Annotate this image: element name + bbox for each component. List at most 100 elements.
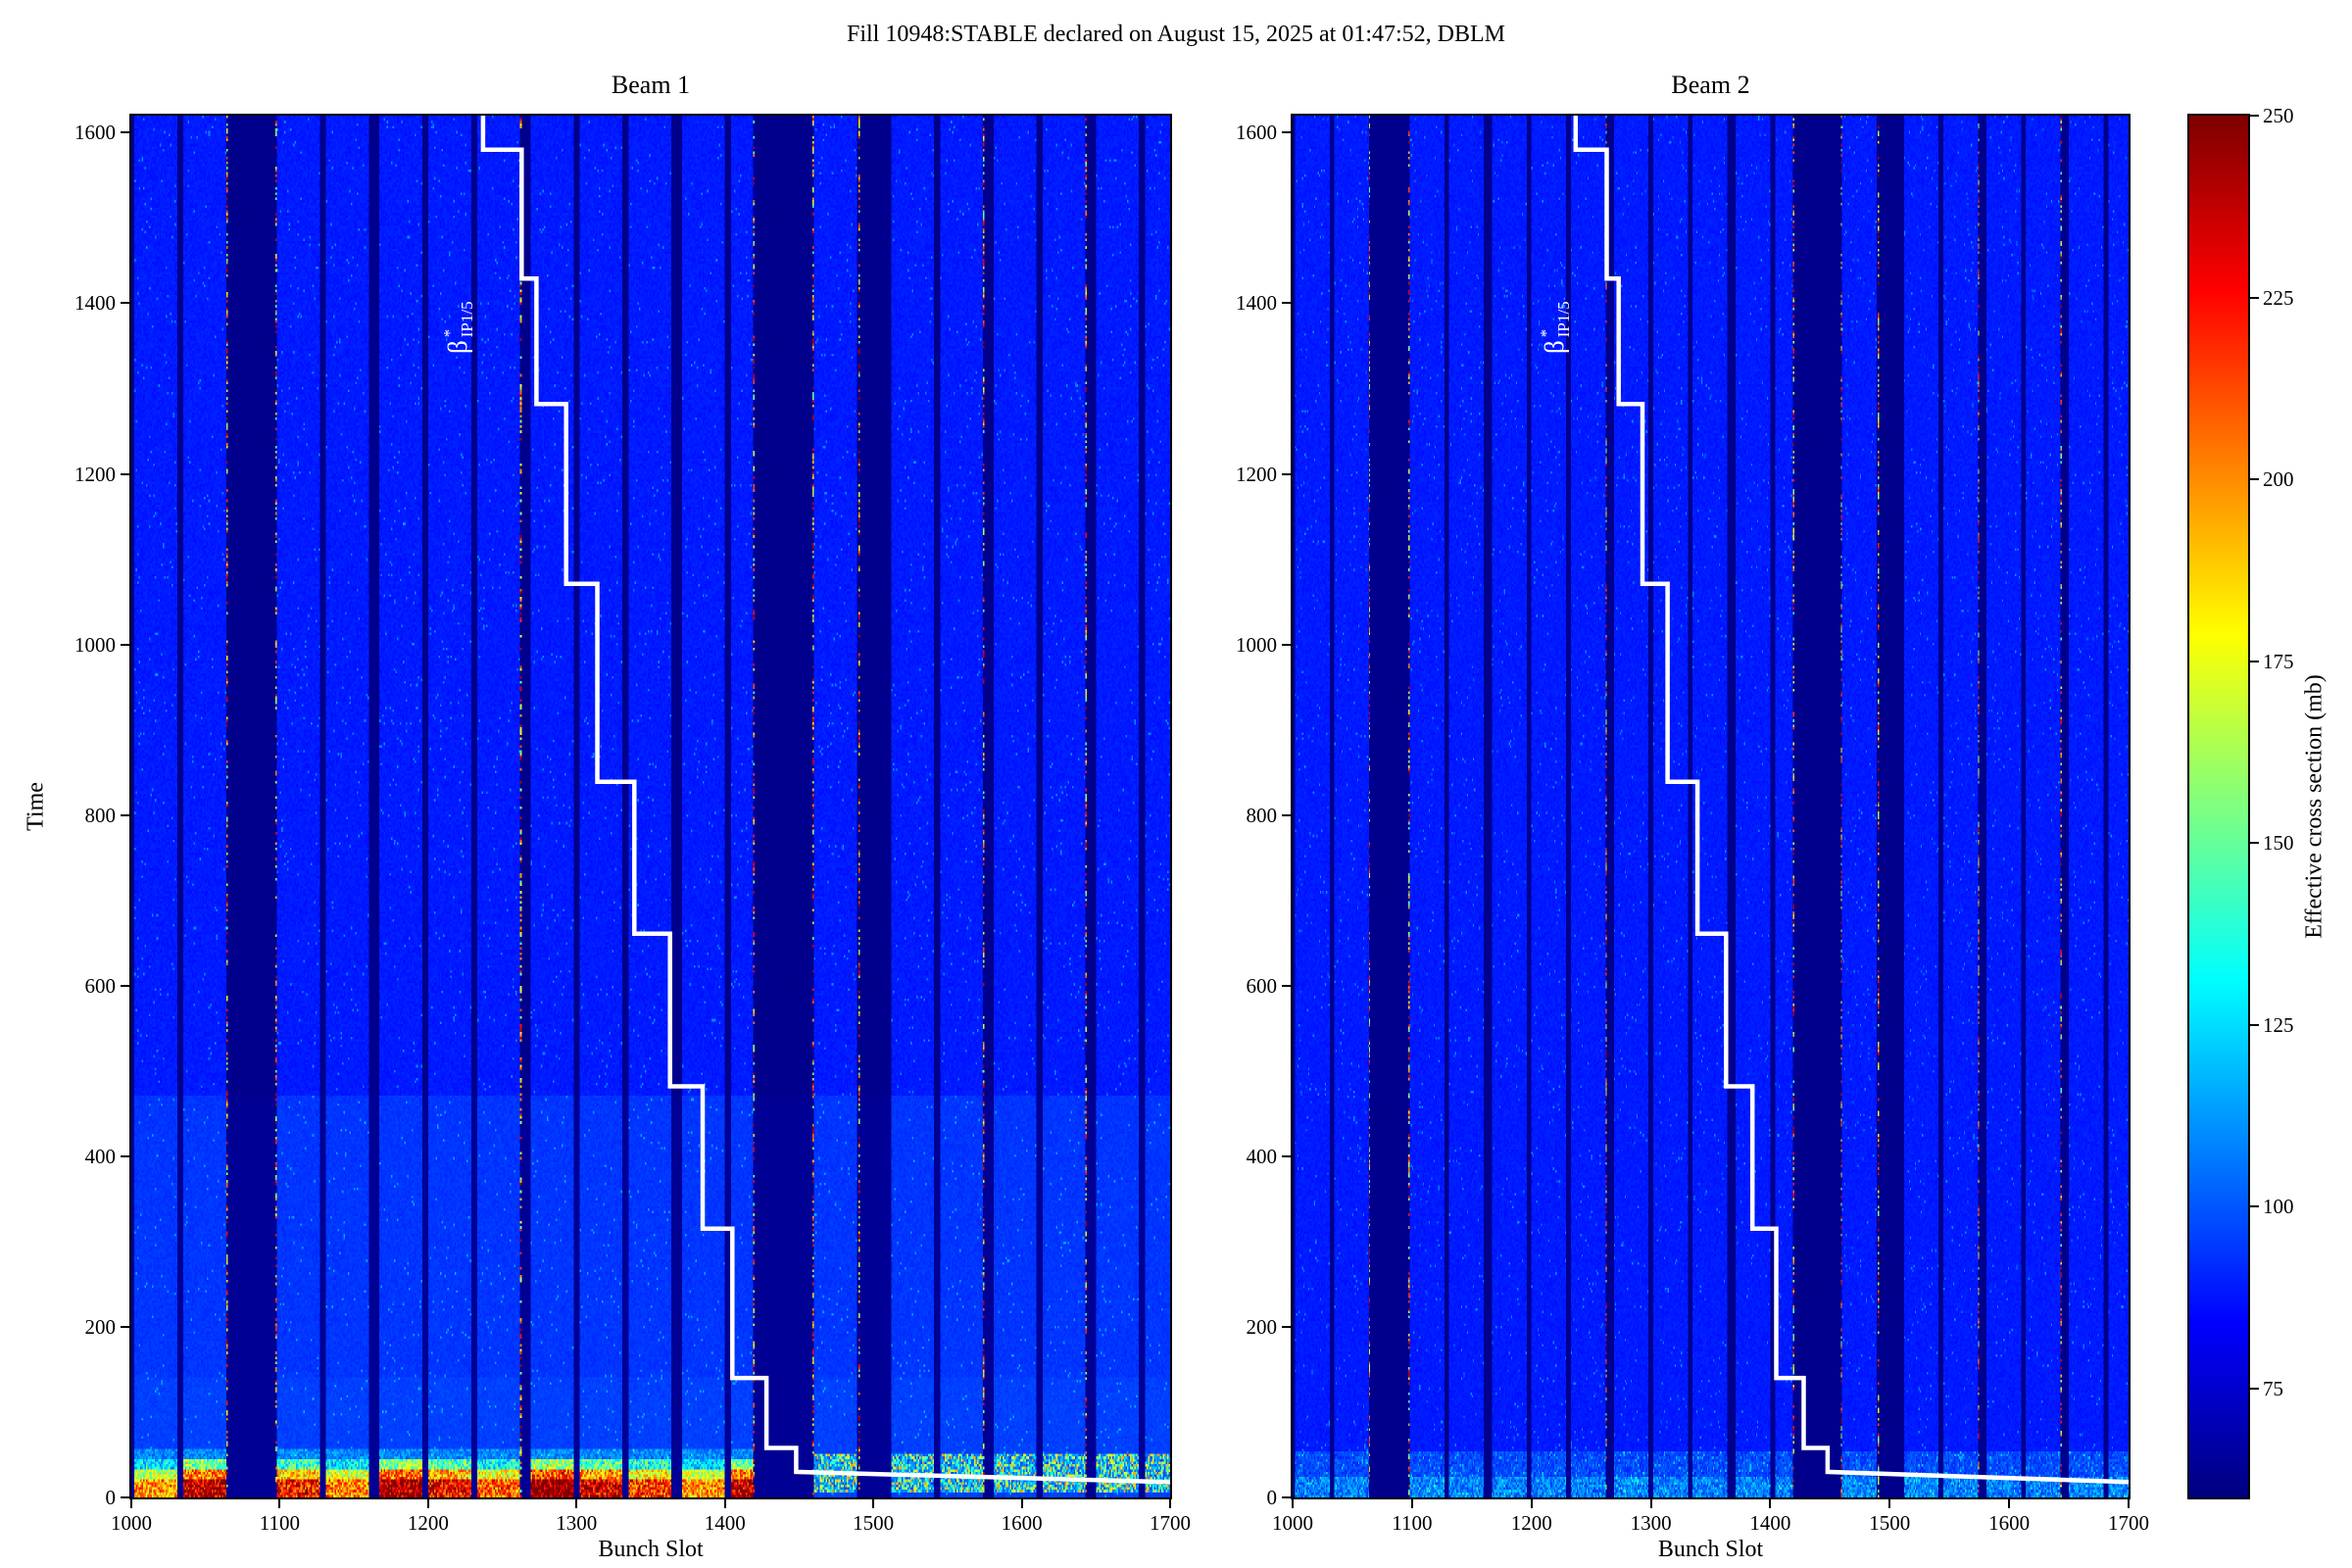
beam1-beta-star-label: β * IP1/5 [440,301,476,354]
y-tick-label: 1200 [74,462,116,486]
y-tick-mark [121,1325,129,1328]
y-tick-label: 200 [84,1314,117,1339]
y-tick-label: 1400 [1236,291,1277,316]
beta-supsub: * IP1/5 [440,301,476,338]
x-tick-mark [278,1499,281,1508]
x-tick-label: 1600 [1988,1511,2031,1535]
x-tick-mark [1649,1499,1652,1508]
colorbar-tick-mark [2250,660,2259,662]
colorbar-tick-mark [2250,296,2259,299]
colorbar-label: Effective cross section (mb) [2301,674,2328,939]
colorbar-tick-label: 100 [2263,1195,2294,1219]
y-tick-mark [1282,472,1291,475]
y-tick-label: 0 [1266,1486,1278,1509]
y-tick-mark [121,302,129,305]
colorbar-tick-mark [2250,115,2259,117]
colorbar-tick-mark [2250,842,2259,845]
y-tick-label: 600 [84,973,117,998]
y-tick-mark [1282,1496,1291,1498]
beam1-x-axis-label: Bunch Slot [598,1537,704,1562]
y-tick-label: 1000 [74,632,116,657]
colorbar-tick-label: 200 [2263,467,2294,492]
y-tick-label: 1400 [74,291,116,316]
figure-title: Fill 10948:STABLE declared on August 15,… [846,22,1506,47]
y-tick-mark [1282,1154,1291,1157]
y-tick-mark [121,984,129,987]
beam2-beta-star-label: β * IP1/5 [1537,301,1573,354]
y-tick-label: 1200 [1236,462,1277,486]
beam2-heatmap-canvas [1293,116,2129,1497]
y-tick-label: 800 [84,803,117,827]
colorbar-tick-mark [2250,1205,2259,1208]
colorbar-tick-mark [2250,1387,2259,1390]
beta-sub: IP1/5 [1553,301,1573,338]
x-tick-mark [426,1499,429,1508]
y-tick-label: 1000 [1236,632,1277,657]
y-tick-mark [121,813,129,816]
beam1-heatmap: β * IP1/5 [129,114,1172,1499]
x-tick-label: 1700 [2108,1511,2149,1535]
x-tick-mark [1888,1499,1891,1508]
beta-supsub: * IP1/5 [1537,301,1573,338]
y-tick-label: 400 [84,1144,117,1168]
x-tick-mark [130,1499,132,1508]
x-tick-mark [1530,1499,1533,1508]
beam2-title: Beam 2 [1671,71,1750,99]
y-tick-mark [121,1154,129,1157]
y-tick-mark [121,1496,129,1498]
x-tick-label: 1200 [1510,1511,1552,1535]
beta-symbol: β [443,340,473,354]
y-tick-label: 1600 [74,121,116,145]
y-tick-mark [121,131,129,134]
x-tick-label: 1500 [1869,1511,1911,1535]
x-tick-label: 1200 [407,1511,449,1535]
x-tick-mark [2008,1499,2011,1508]
beam2-x-axis-label: Bunch Slot [1657,1537,1764,1562]
y-tick-mark [1282,1325,1291,1328]
x-tick-label: 1600 [1001,1511,1043,1535]
x-tick-mark [723,1499,726,1508]
x-tick-label: 1700 [1150,1511,1191,1535]
colorbar-tick-label: 250 [2263,104,2294,127]
colorbar-tick-label: 225 [2263,285,2294,310]
y-tick-label: 0 [105,1486,117,1509]
beam1-heatmap-canvas [131,116,1170,1497]
x-tick-label: 1100 [1392,1511,1433,1535]
y-tick-label: 400 [1246,1144,1278,1168]
y-tick-mark [1282,302,1291,305]
y-tick-label: 1600 [1236,121,1277,145]
y-tick-mark [121,472,129,475]
beta-sup: * [440,328,459,338]
x-tick-label: 1400 [1749,1511,1791,1535]
x-tick-label: 1300 [556,1511,598,1535]
y-tick-label: 600 [1246,973,1278,998]
x-tick-label: 1300 [1630,1511,1672,1535]
y-tick-mark [1282,813,1291,816]
x-tick-mark [575,1499,578,1508]
beam1-beta-star-line [480,116,1170,1485]
x-tick-mark [1292,1499,1294,1508]
x-tick-label: 1100 [259,1511,301,1535]
y-tick-mark [1282,643,1291,646]
beta-symbol: β [1540,340,1570,354]
x-tick-mark [1410,1499,1413,1508]
x-tick-mark [2128,1499,2130,1508]
colorbar-tick-label: 75 [2263,1376,2283,1400]
x-tick-mark [1169,1499,1171,1508]
x-tick-label: 1000 [111,1511,152,1535]
colorbar-canvas [2189,116,2248,1497]
y-tick-mark [1282,984,1291,987]
x-tick-label: 1500 [853,1511,895,1535]
colorbar [2187,114,2250,1499]
x-tick-mark [1769,1499,1772,1508]
x-tick-mark [1020,1499,1023,1508]
colorbar-tick-label: 125 [2263,1012,2294,1037]
beam1-title: Beam 1 [611,71,691,99]
colorbar-tick-label: 175 [2263,649,2294,673]
beta-sup: * [1537,328,1555,338]
beam2-heatmap: β * IP1/5 [1291,114,2131,1499]
colorbar-tick-label: 150 [2263,831,2294,856]
x-tick-label: 1400 [704,1511,746,1535]
beta-sub: IP1/5 [457,301,476,338]
